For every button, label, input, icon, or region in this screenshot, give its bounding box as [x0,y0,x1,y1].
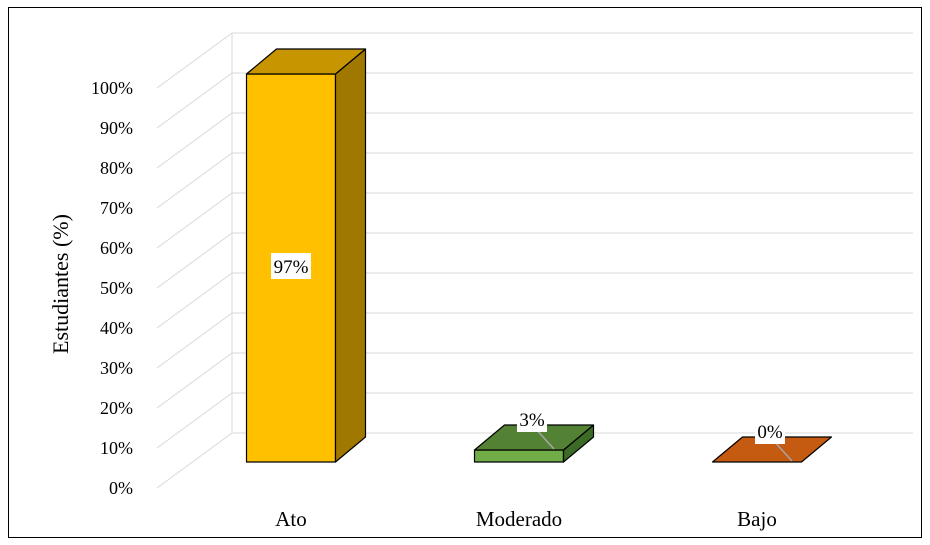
svg-text:3%: 3% [519,410,545,431]
y-tick-label: 100% [91,78,133,98]
y-tick-label: 40% [100,318,133,338]
category-label: Bajo [737,507,777,531]
y-tick-labels: 0% 10% 20% 30% 40% 50% 60% 70% 80% 90% 100% [91,78,133,498]
bar-bajo [711,436,833,463]
y-tick-label: 70% [100,198,133,218]
y-tick-label: 60% [100,238,133,258]
y-tick-label: 50% [100,278,133,298]
data-label: 97% [271,253,311,279]
y-tick-label: 90% [100,118,133,138]
category-label: Ato [275,507,307,531]
y-tick-label: 30% [100,358,133,378]
bar-moderado [473,424,595,463]
bars: 97% 3% 0% [245,48,833,463]
data-label: 3% [517,406,555,450]
y-tick-label: 0% [109,478,133,498]
gridline [156,32,913,89]
category-label: Moderado [476,507,562,531]
y-tick-label: 80% [100,158,133,178]
y-tick-label: 20% [100,398,133,418]
y-axis-title: Estudiantes (%) [48,214,73,354]
svg-text:97%: 97% [274,257,309,278]
category-labels: Ato Moderado Bajo [275,507,777,531]
data-label: 0% [755,418,793,462]
svg-text:0%: 0% [757,422,783,443]
y-tick-label: 10% [100,438,133,458]
